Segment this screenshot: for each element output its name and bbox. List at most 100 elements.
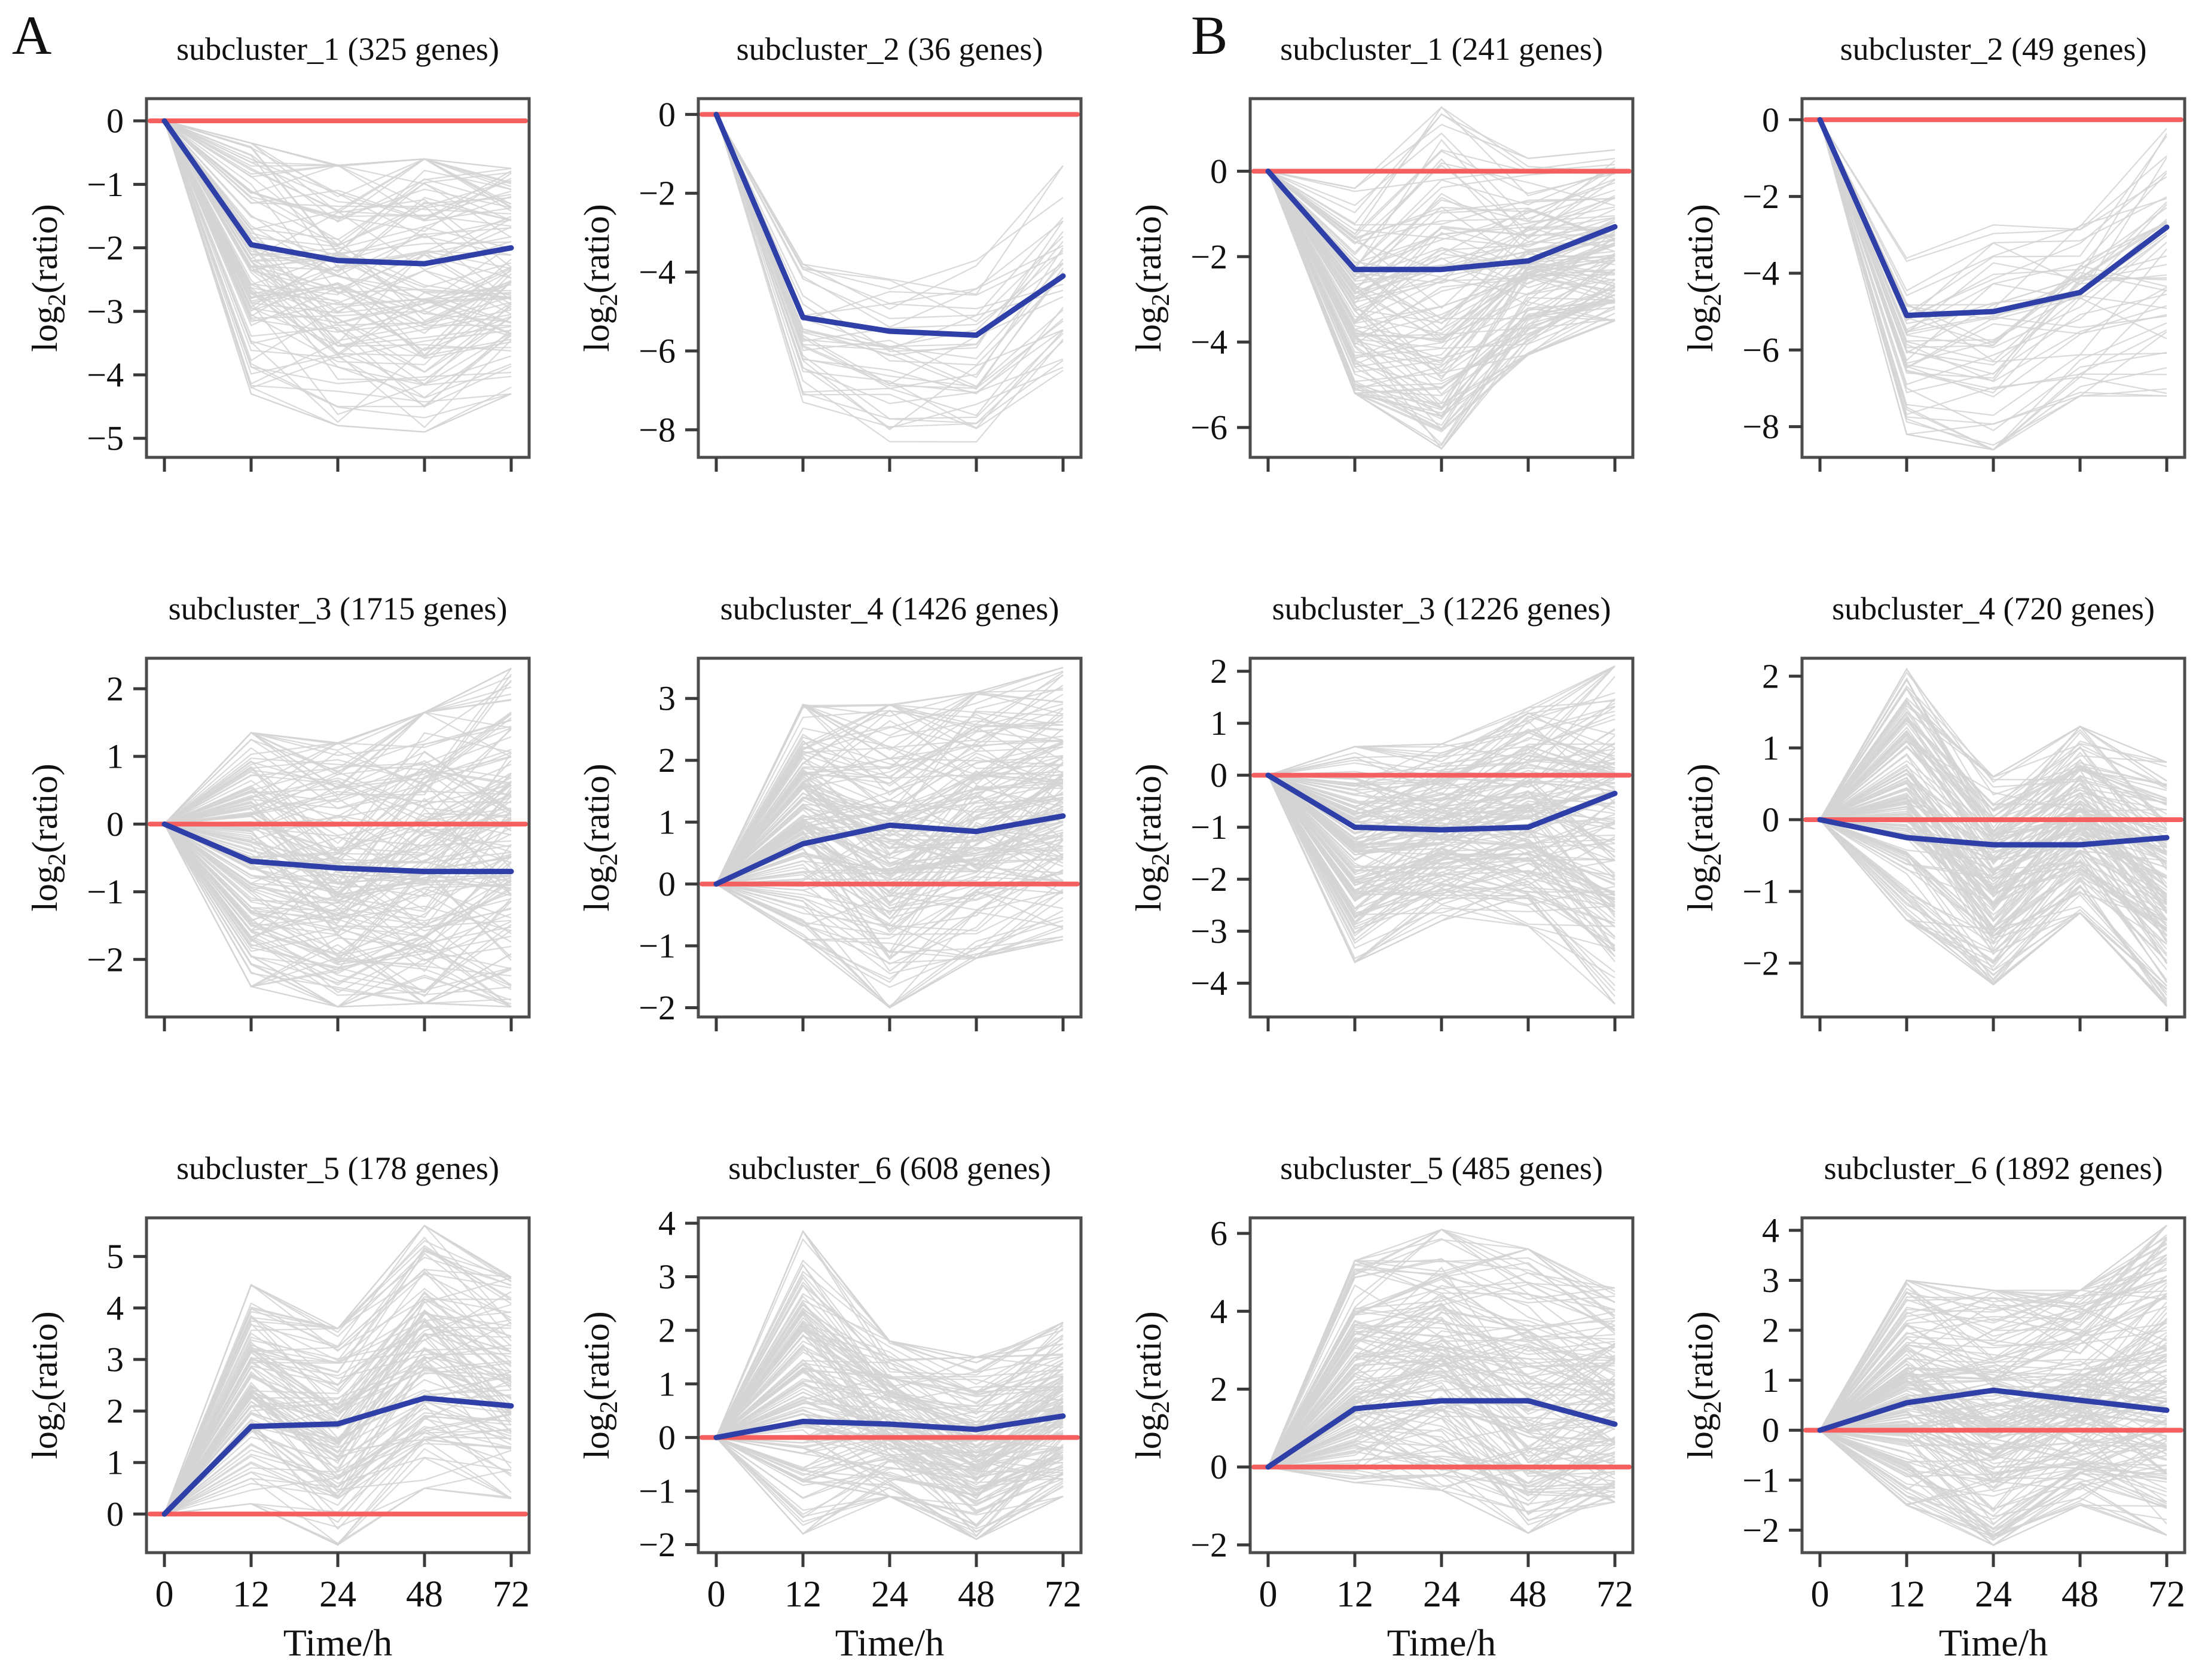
gene-line [1268, 1347, 1615, 1468]
gene-line [716, 1437, 1064, 1519]
y-axis: 0 −2 −4 −6 −8 [1742, 100, 1802, 446]
gene-line [1819, 710, 2167, 837]
x-tick-label: 12 [1888, 1574, 1925, 1615]
gene-line [164, 120, 512, 347]
y-tick-label: 0 [1210, 756, 1227, 795]
gene-line [163, 120, 512, 359]
gene-line [1819, 806, 2167, 882]
gene-line [716, 869, 1064, 927]
gene-line [164, 823, 512, 1004]
gene-line [716, 829, 1064, 885]
x-tick-label: 72 [493, 1574, 530, 1615]
gene-line [1268, 665, 1615, 812]
y-tick-label: 0 [1210, 152, 1227, 191]
gene-line [164, 1252, 512, 1514]
gene-line [1268, 1339, 1615, 1468]
gene-line [1268, 1395, 1615, 1468]
gene-line [164, 771, 512, 825]
subplot-title: subcluster_5 (178 genes) [176, 1150, 499, 1186]
x-tick-label: 48 [958, 1574, 995, 1615]
gene-line [164, 120, 512, 262]
y-tick-label: −2 [87, 228, 124, 267]
gene-line [1819, 119, 2167, 262]
gene-line [1268, 1308, 1615, 1468]
gene-line [1819, 819, 2167, 986]
y-tick-label: −2 [1190, 1525, 1227, 1564]
y-axis-label: log2(ratio) [1129, 204, 1175, 352]
gene-line [716, 1284, 1064, 1438]
gene-line [164, 1338, 512, 1514]
gene-line [1819, 671, 2167, 820]
y-tick-label: 0 [1762, 801, 1779, 839]
gene-line [1268, 170, 1615, 372]
y-axis: 2 1 0 −1 −2 −3 −4 [1190, 652, 1250, 1003]
gene-line [164, 823, 512, 961]
gene-line [1268, 774, 1615, 856]
gene-line [1819, 1401, 2167, 1475]
gene-line [1819, 1344, 2167, 1431]
gene-line [164, 719, 512, 825]
subplot-canvas: subcluster_3 (1226 genes) log2(ratio) 2 1 0 −… [1129, 591, 1635, 1031]
gene-lines [164, 668, 512, 1008]
x-tick-label: 72 [1045, 1574, 1082, 1615]
gene-line [1819, 735, 2167, 888]
gene-line [1819, 1224, 2167, 1431]
y-tick-label: 4 [658, 1204, 676, 1242]
gene-line [1819, 1384, 2167, 1439]
gene-line [164, 823, 512, 937]
gene-line [1819, 1403, 2167, 1477]
subplot-b-subcluster_1: subcluster_1 (241 genes) log2(ratio) 0 −2 −4… [1104, 0, 1656, 563]
gene-line [164, 823, 512, 991]
y-tick-label: 2 [1762, 657, 1779, 696]
gene-line [1819, 1429, 2167, 1546]
gene-line [1268, 170, 1615, 323]
y-tick-label: −6 [1742, 331, 1779, 369]
gene-line [1268, 755, 1615, 805]
gene-lines [1819, 667, 2167, 1007]
gene-line [1819, 1401, 2167, 1474]
gene-line [164, 1333, 512, 1514]
y-tick-label: 1 [658, 1364, 676, 1403]
gene-line [164, 120, 512, 233]
gene-line [164, 774, 512, 873]
gene-line [1819, 1360, 2167, 1431]
subplot-title: subcluster_3 (1226 genes) [1272, 591, 1611, 627]
y-tick-label: 2 [106, 1392, 124, 1431]
gene-line [1267, 1229, 1615, 1468]
gene-lines [1267, 1229, 1615, 1534]
gene-line [1267, 1248, 1615, 1468]
gene-line [716, 114, 1064, 323]
gene-line [1819, 1397, 2167, 1450]
gene-line [1819, 697, 2167, 820]
subplot-title: subcluster_4 (720 genes) [1832, 591, 2155, 627]
gene-line [716, 693, 1064, 885]
gene-line [1268, 737, 1615, 787]
panel-label-b: B [1191, 5, 1228, 66]
y-tick-label: −2 [1190, 237, 1227, 276]
gene-line [716, 848, 1064, 972]
y-tick-label: 0 [106, 1495, 124, 1534]
gene-line [715, 114, 1064, 430]
gene-line [164, 1457, 512, 1546]
x-tick-label: 24 [1423, 1574, 1460, 1615]
gene-line [164, 823, 512, 986]
gene-line [1268, 1345, 1615, 1468]
gene-line [1268, 106, 1615, 190]
mean-line [713, 1413, 1066, 1440]
y-axis-label: log2(ratio) [577, 204, 623, 352]
gene-line [1267, 1248, 1615, 1468]
y-tick-label: −2 [1190, 860, 1227, 899]
gene-line [164, 790, 512, 825]
gene-line [164, 729, 512, 825]
gene-line [1268, 775, 1615, 924]
x-axis [163, 457, 513, 472]
y-tick-label: 0 [658, 1418, 676, 1457]
y-tick-label: −1 [87, 872, 124, 911]
gene-line [716, 1374, 1064, 1438]
y-tick-label: −4 [1190, 323, 1227, 362]
y-axis: 3 2 1 0 −1 −2 [639, 679, 698, 1027]
gene-line [164, 120, 512, 239]
gene-line [1268, 775, 1615, 949]
x-tick-label: 72 [1596, 1574, 1633, 1615]
y-tick-label: −6 [1190, 408, 1227, 447]
